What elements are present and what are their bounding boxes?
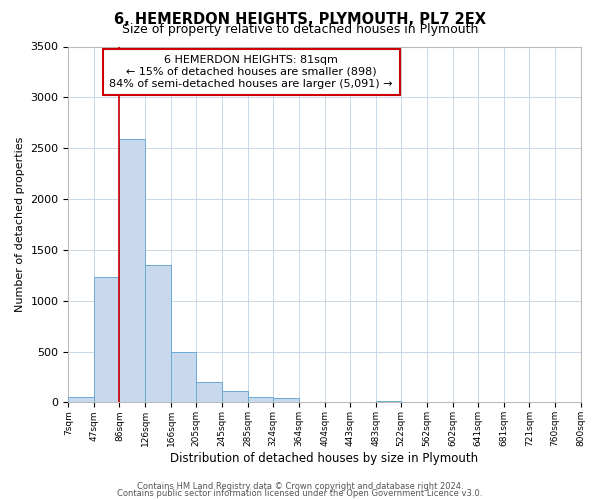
Bar — [94, 278, 119, 402]
Bar — [171, 352, 196, 403]
X-axis label: Distribution of detached houses by size in Plymouth: Distribution of detached houses by size … — [170, 452, 479, 465]
Bar — [376, 401, 401, 402]
Bar — [68, 398, 94, 402]
Text: Size of property relative to detached houses in Plymouth: Size of property relative to detached ho… — [122, 22, 478, 36]
Text: 6 HEMERDON HEIGHTS: 81sqm
← 15% of detached houses are smaller (898)
84% of semi: 6 HEMERDON HEIGHTS: 81sqm ← 15% of detac… — [109, 56, 393, 88]
Bar — [248, 397, 273, 402]
Bar — [119, 139, 145, 402]
Bar — [273, 398, 299, 402]
Bar — [222, 391, 248, 402]
Text: Contains HM Land Registry data © Crown copyright and database right 2024.: Contains HM Land Registry data © Crown c… — [137, 482, 463, 491]
Y-axis label: Number of detached properties: Number of detached properties — [15, 137, 25, 312]
Text: Contains public sector information licensed under the Open Government Licence v3: Contains public sector information licen… — [118, 489, 482, 498]
Bar — [145, 265, 171, 402]
Text: 6, HEMERDON HEIGHTS, PLYMOUTH, PL7 2EX: 6, HEMERDON HEIGHTS, PLYMOUTH, PL7 2EX — [114, 12, 486, 28]
Bar — [196, 382, 222, 402]
